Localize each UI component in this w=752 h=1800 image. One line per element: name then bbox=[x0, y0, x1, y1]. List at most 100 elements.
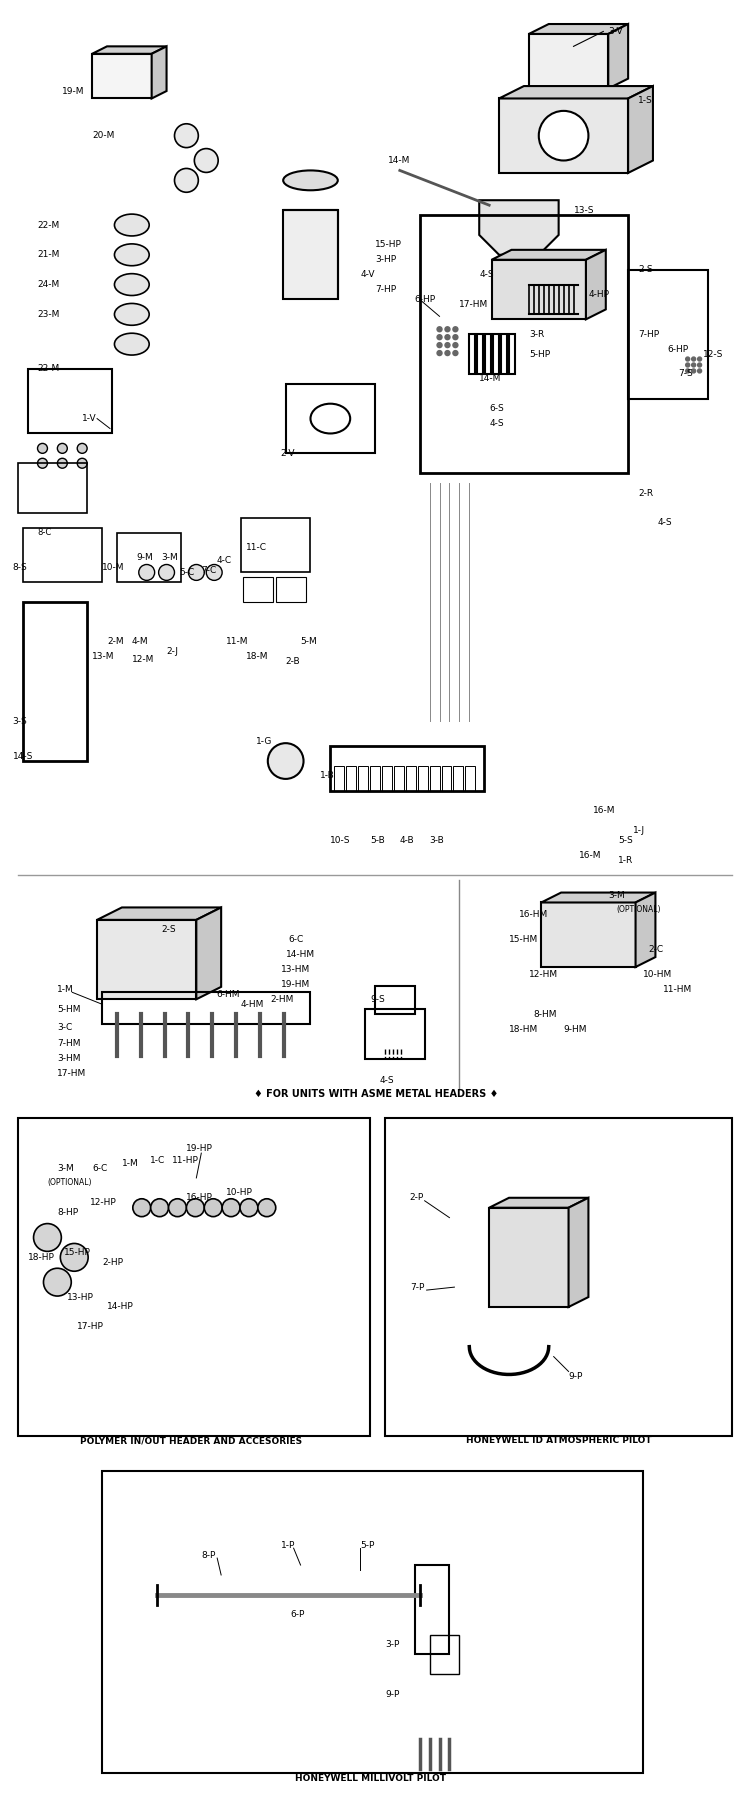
Text: 5-HM: 5-HM bbox=[57, 1004, 81, 1013]
Text: HONEYWELL MILLIVOLT PILOT: HONEYWELL MILLIVOLT PILOT bbox=[295, 1775, 445, 1784]
Text: 10-HP: 10-HP bbox=[226, 1188, 253, 1197]
Text: 3-S: 3-S bbox=[13, 716, 28, 725]
Polygon shape bbox=[635, 893, 656, 967]
Text: 2-S: 2-S bbox=[162, 925, 176, 934]
Text: 5-B: 5-B bbox=[370, 835, 385, 844]
Text: (OPTIONAL): (OPTIONAL) bbox=[47, 1179, 92, 1188]
Text: 8-P: 8-P bbox=[202, 1550, 216, 1559]
Ellipse shape bbox=[114, 304, 149, 326]
Circle shape bbox=[437, 328, 442, 331]
Text: 2-V: 2-V bbox=[280, 448, 296, 457]
Text: 19-HM: 19-HM bbox=[280, 979, 310, 988]
Text: 3-M: 3-M bbox=[608, 891, 625, 900]
Text: 13-HM: 13-HM bbox=[280, 965, 310, 974]
Circle shape bbox=[698, 369, 702, 373]
Text: 19-M: 19-M bbox=[62, 86, 85, 95]
Text: 7-C: 7-C bbox=[202, 565, 217, 574]
Text: 16-M: 16-M bbox=[578, 851, 601, 860]
Text: 3-R: 3-R bbox=[529, 329, 544, 338]
Bar bbox=[394, 767, 404, 790]
Bar bbox=[330, 747, 484, 790]
Circle shape bbox=[34, 1224, 62, 1251]
Bar bbox=[417, 767, 428, 790]
Text: 17-HM: 17-HM bbox=[57, 1069, 86, 1078]
Text: 3-M: 3-M bbox=[57, 1163, 74, 1172]
Bar bbox=[429, 1634, 459, 1674]
Text: 9-S: 9-S bbox=[370, 995, 385, 1004]
Text: 13-HP: 13-HP bbox=[67, 1292, 94, 1301]
Circle shape bbox=[258, 1199, 276, 1217]
Text: 1-P: 1-P bbox=[280, 1541, 295, 1550]
Circle shape bbox=[189, 565, 205, 580]
Polygon shape bbox=[608, 23, 628, 88]
Polygon shape bbox=[499, 99, 628, 173]
Bar bbox=[276, 578, 305, 603]
Circle shape bbox=[77, 443, 87, 454]
Text: 6-S: 6-S bbox=[489, 405, 504, 414]
Text: 4-S: 4-S bbox=[489, 419, 504, 428]
Text: 11-C: 11-C bbox=[246, 544, 267, 553]
Circle shape bbox=[174, 169, 199, 193]
Text: 2-HP: 2-HP bbox=[102, 1258, 123, 1267]
Circle shape bbox=[133, 1199, 150, 1217]
Bar bbox=[286, 383, 375, 454]
Text: 7-HM: 7-HM bbox=[57, 1039, 81, 1048]
Text: 4-S: 4-S bbox=[380, 1076, 395, 1085]
Ellipse shape bbox=[114, 274, 149, 295]
Circle shape bbox=[445, 328, 450, 331]
Text: 20-M: 20-M bbox=[92, 131, 114, 140]
Text: 2-C: 2-C bbox=[648, 945, 663, 954]
Text: 1-M: 1-M bbox=[122, 1159, 138, 1168]
Circle shape bbox=[77, 459, 87, 468]
Ellipse shape bbox=[114, 333, 149, 355]
Bar bbox=[375, 986, 414, 1013]
Text: 8-C: 8-C bbox=[38, 527, 52, 536]
Text: 24-M: 24-M bbox=[38, 281, 59, 290]
Text: 16-HM: 16-HM bbox=[519, 911, 548, 920]
Circle shape bbox=[437, 342, 442, 347]
Text: 12-HP: 12-HP bbox=[90, 1199, 117, 1208]
Text: 10-M: 10-M bbox=[102, 563, 125, 572]
Polygon shape bbox=[541, 893, 656, 902]
Text: 14-HM: 14-HM bbox=[286, 950, 315, 959]
Ellipse shape bbox=[284, 171, 338, 191]
Text: 2-P: 2-P bbox=[410, 1193, 424, 1202]
Bar bbox=[478, 335, 484, 374]
Text: 3-M: 3-M bbox=[162, 553, 178, 562]
Polygon shape bbox=[97, 920, 196, 999]
Circle shape bbox=[686, 356, 690, 362]
Bar bbox=[358, 767, 368, 790]
Bar bbox=[23, 603, 87, 761]
Text: 7-S: 7-S bbox=[678, 369, 693, 378]
Text: 22-M: 22-M bbox=[38, 221, 59, 230]
Ellipse shape bbox=[114, 214, 149, 236]
Text: 9-P: 9-P bbox=[569, 1372, 583, 1381]
Text: 4-M: 4-M bbox=[132, 637, 148, 646]
Text: 6-P: 6-P bbox=[290, 1611, 305, 1620]
Bar bbox=[17, 463, 87, 513]
Text: 9-HM: 9-HM bbox=[563, 1024, 587, 1033]
Circle shape bbox=[692, 364, 696, 367]
Bar bbox=[102, 992, 311, 1024]
Polygon shape bbox=[499, 86, 653, 99]
Circle shape bbox=[139, 565, 155, 580]
Bar bbox=[382, 767, 392, 790]
Polygon shape bbox=[492, 250, 606, 259]
Polygon shape bbox=[489, 1208, 569, 1307]
Bar bbox=[28, 369, 112, 434]
Text: 11-M: 11-M bbox=[226, 637, 249, 646]
Polygon shape bbox=[97, 907, 221, 920]
Polygon shape bbox=[569, 1197, 588, 1307]
Text: 8-S: 8-S bbox=[13, 563, 28, 572]
Polygon shape bbox=[492, 259, 586, 319]
Text: 6-HP: 6-HP bbox=[668, 344, 689, 353]
Circle shape bbox=[453, 342, 458, 347]
Text: 14-M: 14-M bbox=[388, 157, 411, 166]
Bar bbox=[23, 527, 102, 583]
Text: 3-HM: 3-HM bbox=[57, 1055, 81, 1064]
Text: 7-P: 7-P bbox=[410, 1283, 424, 1292]
Polygon shape bbox=[92, 47, 166, 54]
Circle shape bbox=[159, 565, 174, 580]
Text: (OPTIONAL): (OPTIONAL) bbox=[616, 905, 661, 914]
Circle shape bbox=[168, 1199, 186, 1217]
